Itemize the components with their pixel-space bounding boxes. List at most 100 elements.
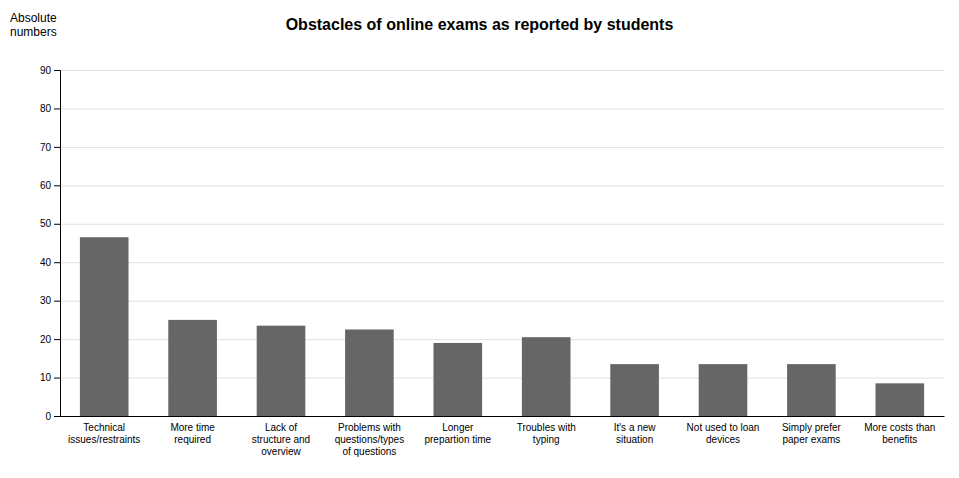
y-tick: 90 [40, 65, 60, 76]
x-tick-label-line: Problems with [338, 422, 401, 433]
title: Obstacles of online exams as reported by… [286, 16, 674, 33]
grid-tick [60, 301, 944, 302]
x-tick-label: Not used to loandevices [687, 422, 760, 445]
grid-line [60, 224, 944, 225]
y-tick-label: 80 [40, 103, 52, 114]
grid-tick [60, 147, 944, 148]
y-tick-mark [54, 185, 60, 186]
y-tick: 40 [40, 257, 60, 268]
grid-line [60, 301, 944, 302]
x-tick-label-line: of questions [342, 446, 396, 457]
grid-tick [60, 108, 944, 109]
y-tick-label: 60 [40, 180, 52, 191]
y-tick-label: 30 [40, 295, 52, 306]
grid-tick [60, 416, 944, 417]
y-tick: 30 [40, 295, 60, 306]
bar [433, 343, 482, 416]
grid-line [60, 185, 944, 186]
x-tick-label: Technicalissues/restraints [68, 422, 140, 445]
x-tick: More timerequired [170, 422, 215, 445]
y-tick-mark [54, 416, 60, 417]
x-tick: Technicalissues/restraints [68, 422, 140, 445]
grid-line [60, 108, 944, 109]
x-tick-label-line: typing [533, 434, 560, 445]
y-tick-mark [54, 262, 60, 263]
bar [875, 383, 924, 416]
bar [257, 326, 306, 416]
x-tick-label: Longerprepartion time [424, 422, 491, 445]
grid-line [60, 147, 944, 148]
y-tick-label: 50 [40, 218, 52, 229]
bars [80, 237, 924, 416]
y-tick: 80 [40, 103, 60, 114]
bar [345, 330, 394, 417]
x-tick: Lack ofstructure andoverview [252, 422, 310, 457]
y-axis-label-line: numbers [10, 25, 57, 39]
x-tick-label-line: It's a new [614, 422, 657, 433]
x-tick-label-line: devices [706, 434, 740, 445]
x-tick: Problems withquestions/typesof questions [335, 422, 405, 457]
y-axis: 0 10 20 30 40 50 60 70 80 90 [40, 65, 61, 422]
x-tick-label-line: Longer [442, 422, 474, 433]
x-tick: Not used to loandevices [687, 422, 760, 445]
y-tick-label: 10 [40, 372, 52, 383]
x-tick-label: More costs thanbenefits [864, 422, 935, 445]
x-tick-label-line: overview [261, 446, 301, 457]
x-tick: More costs thanbenefits [864, 422, 935, 445]
x-tick: It's a newsituation [614, 422, 657, 445]
y-tick: 20 [40, 334, 60, 345]
y-tick: 60 [40, 180, 60, 191]
y-tick-mark [54, 224, 60, 225]
y-tick-label: 0 [45, 411, 51, 422]
grid-tick [60, 224, 944, 225]
y-tick-label: 20 [40, 334, 52, 345]
plot: 0 10 20 30 40 50 60 70 80 90 Technicalissues/restr… [40, 65, 945, 457]
x-tick-label-line: Troubles with [517, 422, 576, 433]
y-tick: 0 [45, 411, 60, 422]
y-tick: 70 [40, 142, 60, 153]
y-tick-mark [54, 108, 60, 109]
grid-tick [60, 185, 944, 186]
x-tick-label-line: prepartion time [424, 434, 491, 445]
y-axis-label-line: Absolute [10, 11, 57, 25]
x-tick-label-line: situation [616, 434, 653, 445]
x-tick-label-line: benefits [882, 434, 917, 445]
y-tick-label: 70 [40, 142, 52, 153]
x-tick-label: Simply preferpaper exams [782, 422, 842, 445]
x-tick-label: It's a newsituation [614, 422, 657, 445]
x-tick-label-line: required [174, 434, 211, 445]
y-axis-label: Absolutenumbers [10, 11, 57, 39]
bar [610, 364, 659, 416]
x-tick-label-line: Simply prefer [782, 422, 842, 433]
grid-line [60, 262, 944, 263]
bar [80, 237, 129, 416]
x-tick-label: More timerequired [170, 422, 215, 445]
x-tick-label-line: Technical [83, 422, 125, 433]
x-tick-label-line: paper exams [782, 434, 840, 445]
y-axis-line [54, 71, 61, 417]
y-tick-mark [54, 301, 60, 302]
y-tick-mark [54, 147, 60, 148]
x-tick-label-line: Not used to loan [687, 422, 760, 433]
x-tick-label-line: More time [170, 422, 215, 433]
x-tick-label-line: More costs than [864, 422, 935, 433]
x-axis-line [61, 416, 945, 417]
grid-line [60, 416, 944, 417]
x-tick-label-line: structure and [252, 434, 310, 445]
grid-line [60, 70, 944, 71]
y-tick: 50 [40, 218, 60, 229]
grid-tick [60, 262, 944, 263]
x-tick: Simply preferpaper exams [782, 422, 842, 445]
y-tick-mark [54, 70, 60, 71]
x-tick: Troubles withtyping [517, 422, 576, 445]
x-tick: Longerprepartion time [424, 422, 491, 445]
y-tick-mark [54, 339, 60, 340]
bar [168, 320, 217, 416]
x-axis: Technicalissues/restraints More timerequi… [61, 417, 945, 458]
bar [787, 364, 836, 416]
x-tick-label-line: issues/restraints [68, 434, 140, 445]
y-tick: 10 [40, 372, 60, 383]
x-tick-label-line: Lack of [265, 422, 297, 433]
x-tick-label-line: questions/types [335, 434, 405, 445]
chart: Obstacles of online exams as reported by… [0, 0, 959, 478]
